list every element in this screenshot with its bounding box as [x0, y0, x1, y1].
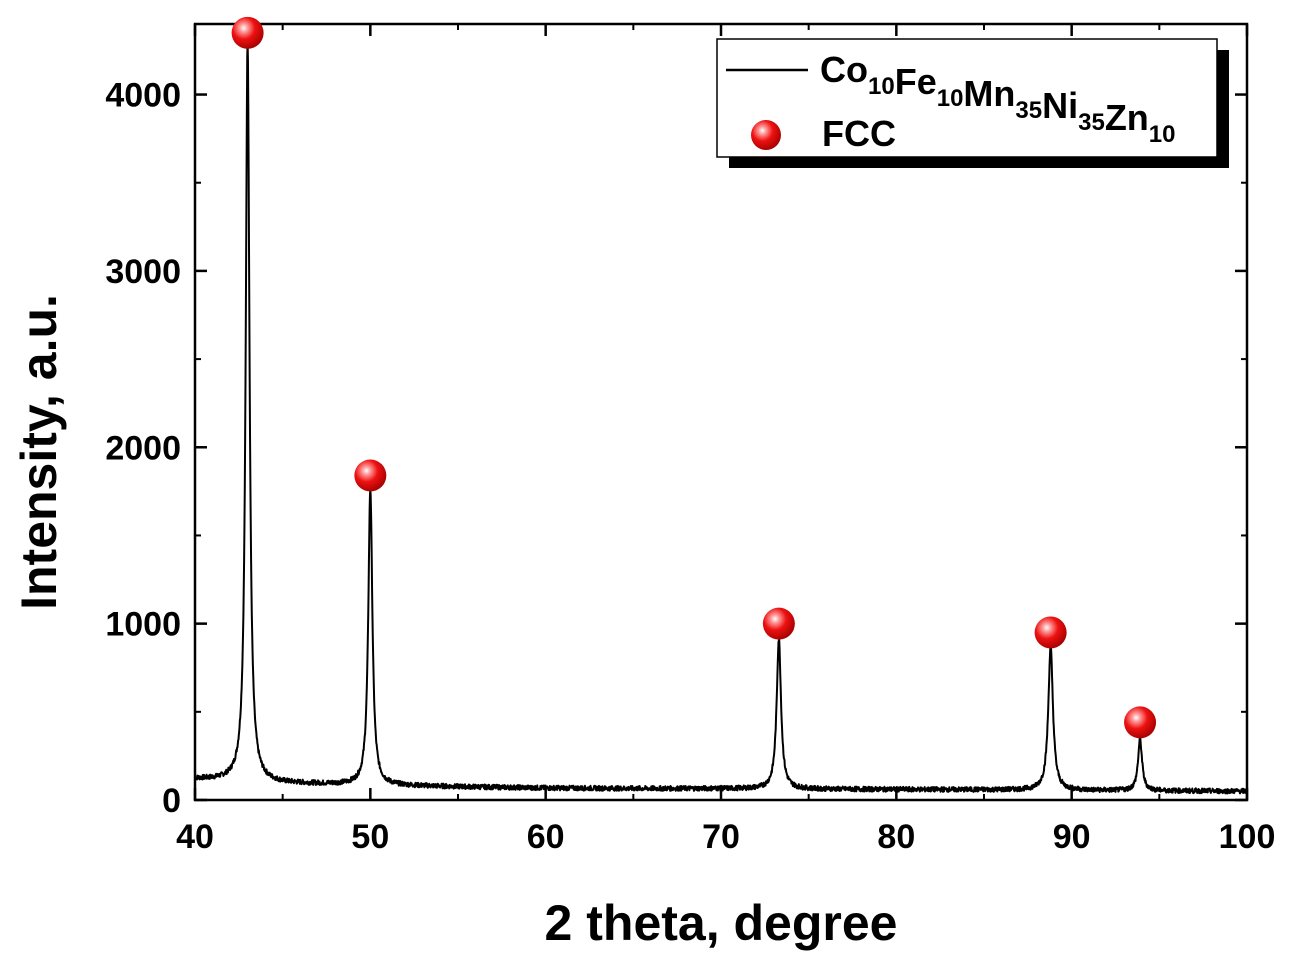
x-axis-title: 2 theta, degree — [545, 895, 898, 951]
y-tick-label: 0 — [162, 782, 181, 820]
y-tick-label: 1000 — [105, 606, 181, 644]
fcc-marker — [1034, 616, 1067, 649]
legend: Co10Fe10Mn35Ni35Zn10 FCC — [716, 38, 1229, 168]
x-tick-label: 40 — [176, 818, 214, 856]
y-tick-label: 2000 — [105, 429, 181, 467]
legend-fcc-marker — [751, 120, 781, 150]
fcc-marker — [231, 16, 264, 49]
fcc-marker — [762, 607, 795, 640]
x-tick-label: 60 — [527, 818, 565, 856]
y-axis-title: Intensity, a.u. — [11, 294, 67, 610]
y-tick-label: 3000 — [105, 253, 181, 291]
legend-fcc-label: FCC — [822, 113, 896, 154]
x-tick-label: 100 — [1219, 818, 1276, 856]
legend-box — [716, 38, 1218, 158]
fcc-markers — [231, 16, 1157, 739]
x-tick-label: 80 — [877, 818, 915, 856]
y-tick-label: 4000 — [105, 77, 181, 115]
legend-series-label: Co10Fe10Mn35Ni35Zn10 — [820, 49, 1176, 148]
x-tick-label: 70 — [702, 818, 740, 856]
fcc-marker — [1124, 706, 1157, 739]
x-tick-label: 90 — [1053, 818, 1091, 856]
x-axis: 40 50 60 70 80 90 100 — [176, 24, 1275, 856]
fcc-marker — [354, 459, 387, 492]
y-axis: 0 1000 2000 3000 4000 — [105, 77, 1247, 820]
x-tick-label: 50 — [351, 818, 389, 856]
